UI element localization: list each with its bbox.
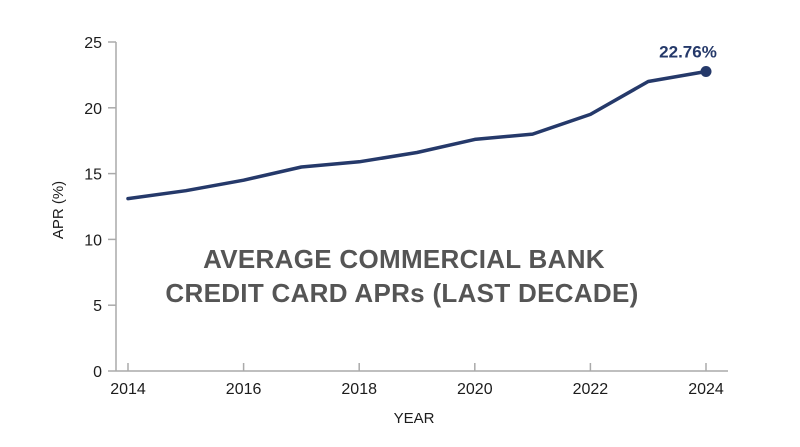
chart-title-line-1: AVERAGE COMMERCIAL BANK	[203, 244, 605, 274]
y-tick-label: 15	[84, 167, 102, 184]
y-ticks: 0 5 10 15 20 25	[84, 35, 116, 381]
y-tick-label: 5	[93, 298, 102, 315]
y-axis-label: APR (%)	[50, 181, 67, 239]
x-tick-label: 2018	[341, 381, 377, 398]
end-point-label: 22.76%	[659, 42, 717, 61]
axes: 0 5 10 15 20 25 2014 2016 2018 2020 2022 2024	[84, 35, 728, 398]
series-line	[126, 69, 708, 201]
x-tick-label: 2020	[457, 381, 493, 398]
x-tick-label: 2022	[573, 381, 609, 398]
y-tick-label: 20	[84, 101, 102, 118]
chart-title-line-2: CREDIT CARD APRs (LAST DECADE)	[165, 278, 638, 308]
x-tick-label: 2024	[688, 381, 724, 398]
y-tick-label: 10	[84, 232, 102, 249]
end-point-marker	[700, 65, 712, 77]
x-tick-label: 2014	[110, 381, 146, 398]
y-tick-label: 25	[84, 35, 102, 52]
y-tick-label: 0	[93, 364, 102, 381]
x-tick-label: 2016	[226, 381, 262, 398]
x-axis-label: YEAR	[394, 410, 435, 427]
plot-area: 22.76%	[126, 42, 717, 201]
x-ticks: 2014 2016 2018 2020 2022 2024	[110, 363, 724, 398]
